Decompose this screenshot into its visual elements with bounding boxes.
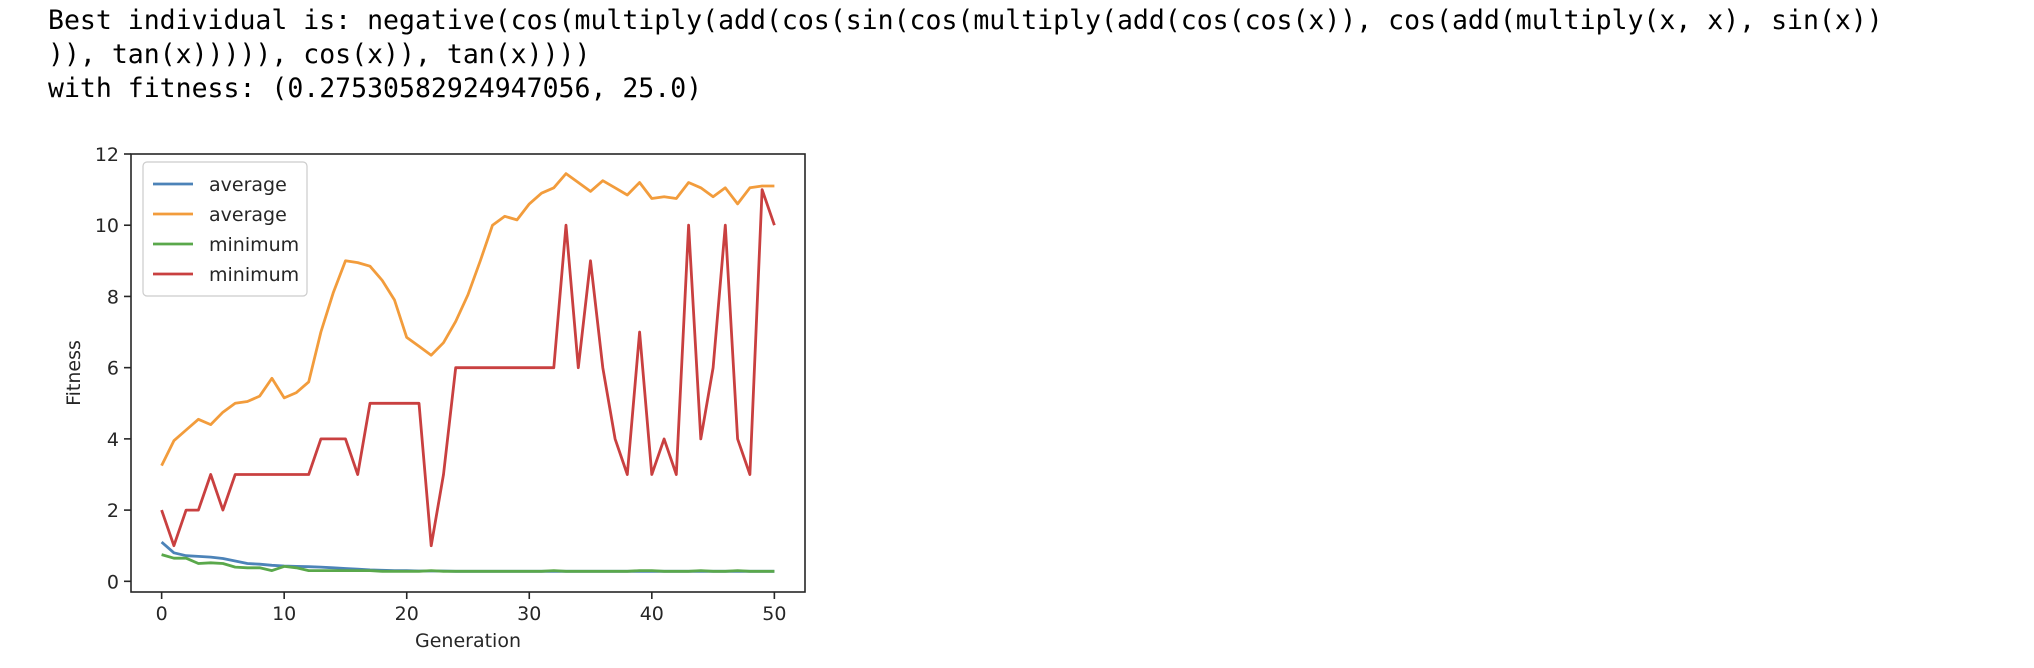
- y-tick-label: 2: [107, 500, 119, 522]
- x-tick-label: 20: [395, 603, 419, 625]
- y-axis-label: Fitness: [63, 340, 85, 406]
- cell-output-text: Best individual is: negative(cos(multipl…: [48, 4, 1883, 106]
- y-axis-ticks: 0 2 4 6 8 10 12: [95, 144, 131, 593]
- legend-entry: average: [209, 174, 287, 196]
- y-tick-label: 4: [107, 429, 119, 451]
- best-individual-line-2: )), tan(x))))), cos(x)), tan(x)))): [48, 39, 591, 70]
- best-individual-line-1: Best individual is: negative(cos(multipl…: [48, 5, 1883, 36]
- legend: average average minimum minimum: [142, 161, 308, 297]
- series-line-3-minimum: [161, 553, 775, 573]
- x-tick-label: 0: [156, 603, 168, 625]
- series-line-4-minimum: [160, 188, 776, 548]
- y-tick-label: 12: [95, 144, 119, 166]
- x-tick-label: 10: [272, 603, 296, 625]
- x-tick-label: 30: [517, 603, 541, 625]
- y-tick-label: 10: [95, 215, 119, 237]
- axes-frame: [130, 153, 806, 593]
- x-tick-label: 50: [762, 603, 786, 625]
- y-tick-label: 8: [107, 286, 119, 308]
- x-axis-ticks: 0 10 20 30 40 50: [156, 592, 786, 625]
- fitness-line: with fitness: (0.27530582924947056, 25.0…: [48, 73, 703, 104]
- y-tick-label: 6: [107, 358, 119, 380]
- legend-box: [142, 161, 308, 297]
- x-axis-label: Generation: [415, 630, 521, 652]
- legend-entry: average: [209, 204, 287, 226]
- series-line-2-average: [160, 172, 775, 467]
- x-tick-label: 40: [640, 603, 664, 625]
- legend-entry: minimum: [209, 234, 299, 256]
- legend-entry: minimum: [209, 264, 299, 286]
- series-lines: [160, 172, 776, 573]
- y-tick-label: 0: [107, 571, 119, 593]
